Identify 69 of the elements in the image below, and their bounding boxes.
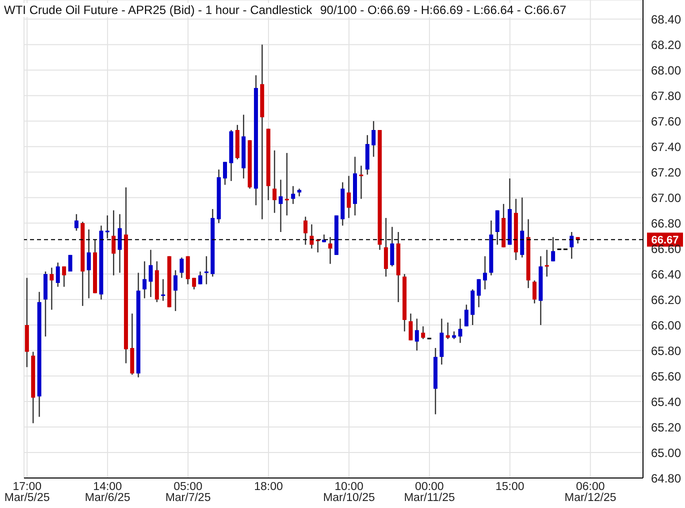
candlestick [570,231,574,260]
candlestick [112,210,116,276]
x-tick-label: 18:00 [254,481,283,493]
candlestick [148,249,153,298]
candlestick [198,270,202,285]
y-tick-label: 67.80 [651,88,682,103]
x-tick-label: 05:00 Mar/7/25 [165,481,211,504]
y-tick-label: 65.80 [651,344,682,358]
y-tick-label: 66.20 [651,292,682,307]
candlestick [482,256,487,290]
y-tick-label: 65.60 [651,369,682,384]
chart-title: WTI Crude Oil Future - APR25 (Bid) - 1 hour - Candlestick [4,3,312,17]
y-tick-label: 66.00 [651,318,682,332]
candlestick [390,226,394,268]
y-tick-label: 68.20 [651,38,682,52]
x-tick-label: 06:00 Mar/12/25 [564,481,616,504]
candlestick [291,186,296,205]
candlestick [346,175,351,219]
candlestick [446,322,450,340]
y-tick-label: 67.00 [651,190,682,205]
y-tick-label: 67.60 [651,114,682,128]
candlestick [278,179,283,233]
x-tick-label: 15:00 [496,481,524,493]
candlestick [223,161,228,186]
candlestick [142,260,147,299]
candlestick [50,267,54,310]
candlestick [495,210,500,246]
candlestick [476,278,481,308]
candlestick [421,326,426,340]
y-tick-label: 64.80 [651,471,682,486]
candlestick [372,120,376,158]
candlestick [532,280,537,304]
candlestick [74,214,78,232]
y-tick-label: 68.00 [651,63,682,78]
y-tick-label: 65.00 [651,446,682,460]
candlestick [180,256,184,278]
candlestick [186,256,190,285]
y-tick-label: 67.20 [651,165,682,180]
candlestick [384,217,388,278]
y-tick-label: 66.80 [651,216,682,230]
candlestick [56,262,60,288]
y-tick-label: 68.40 [651,12,682,26]
candlestick [328,236,332,264]
candlestick [303,216,308,246]
y-tick-label: 65.40 [651,394,682,409]
candlestick [464,304,468,327]
candlestick [118,214,122,274]
y-tick-label: 66.40 [651,267,682,282]
candlestick [161,278,166,302]
x-tick-label: 17:00 Mar/5/25 [4,481,50,504]
candlestick [105,214,110,239]
candlestick [458,318,462,344]
candlestick [544,249,549,278]
candlestick [414,318,419,352]
x-tick-label: 14:00 Mar/6/25 [84,481,130,504]
x-tick-label: 00:00 Mar/11/25 [404,481,455,504]
candlestick [62,266,66,288]
candlestick [272,150,277,214]
y-tick-label: 67.40 [651,140,682,154]
candlestick [359,165,364,200]
y-tick-label: 65.20 [651,420,682,434]
candlestick [173,270,178,312]
candlestick [86,228,91,299]
x-tick-label: 10:00 Mar/10/25 [323,481,375,504]
candlestick [551,236,556,262]
candlestick [204,256,208,285]
candlestick [284,152,289,216]
chart-subtitle: 90/100 - O:66.69 - H:66.69 - L:66.64 - C:66.67 [320,3,566,17]
candlestick [408,312,413,341]
